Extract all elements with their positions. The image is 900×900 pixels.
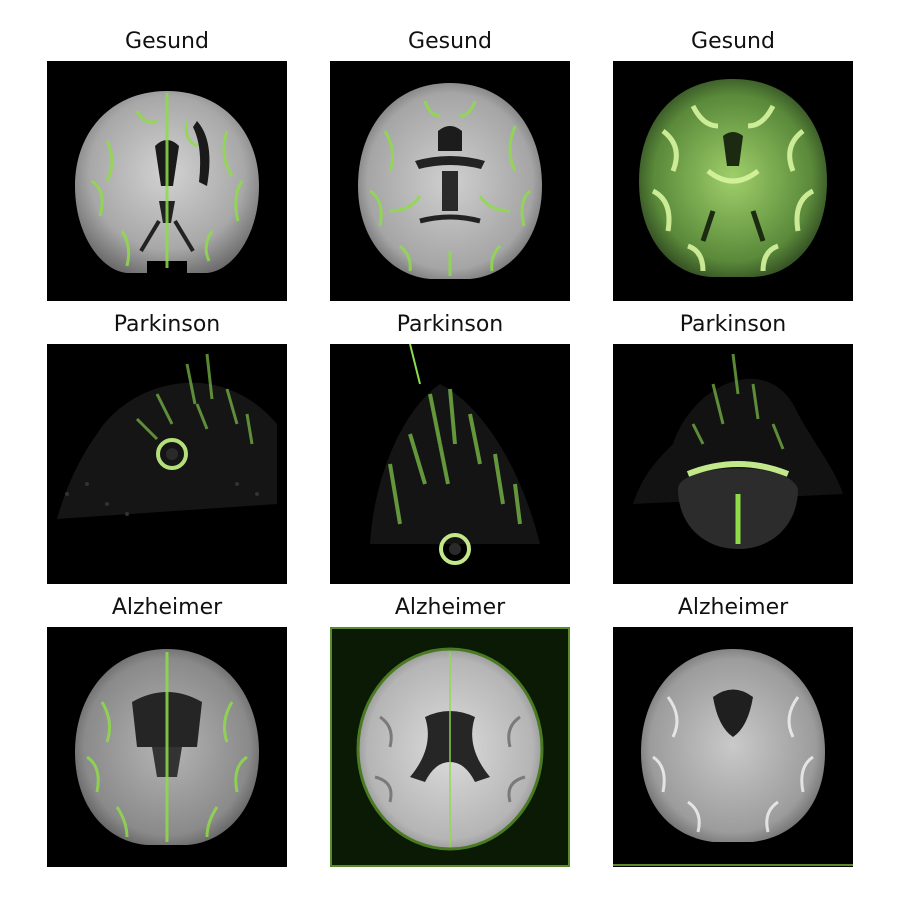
mri-scan-image	[47, 344, 287, 584]
mri-scan-image	[330, 61, 570, 301]
panel-title: Alzheimer	[394, 595, 506, 620]
panel-gesund-3: Gesund	[613, 29, 853, 301]
panel-title: Gesund	[125, 29, 209, 54]
mri-scan-image	[330, 627, 570, 867]
mri-scan-image	[47, 627, 287, 867]
panel-alzheimer-1: Alzheimer	[47, 595, 287, 867]
panel-title: Parkinson	[113, 312, 221, 337]
mri-scan-image	[613, 344, 853, 584]
panel-alzheimer-3: Alzheimer	[613, 595, 853, 867]
panel-parkinson-1: Parkinson	[47, 312, 287, 584]
mri-scan-image	[613, 627, 853, 867]
panel-gesund-2: Gesund	[330, 29, 570, 301]
panel-title: Gesund	[691, 29, 775, 54]
panel-title: Alzheimer	[111, 595, 223, 620]
panel-title: Alzheimer	[677, 595, 789, 620]
panel-parkinson-2: Parkinson	[330, 312, 570, 584]
panel-gesund-1: Gesund	[47, 29, 287, 301]
mri-scan-image	[330, 344, 570, 584]
panel-alzheimer-2: Alzheimer	[330, 595, 570, 867]
mri-scan-image	[613, 61, 853, 301]
mri-scan-image	[47, 61, 287, 301]
panel-title: Parkinson	[396, 312, 504, 337]
panel-parkinson-3: Parkinson	[613, 312, 853, 584]
panel-title: Parkinson	[679, 312, 787, 337]
panel-title: Gesund	[408, 29, 492, 54]
